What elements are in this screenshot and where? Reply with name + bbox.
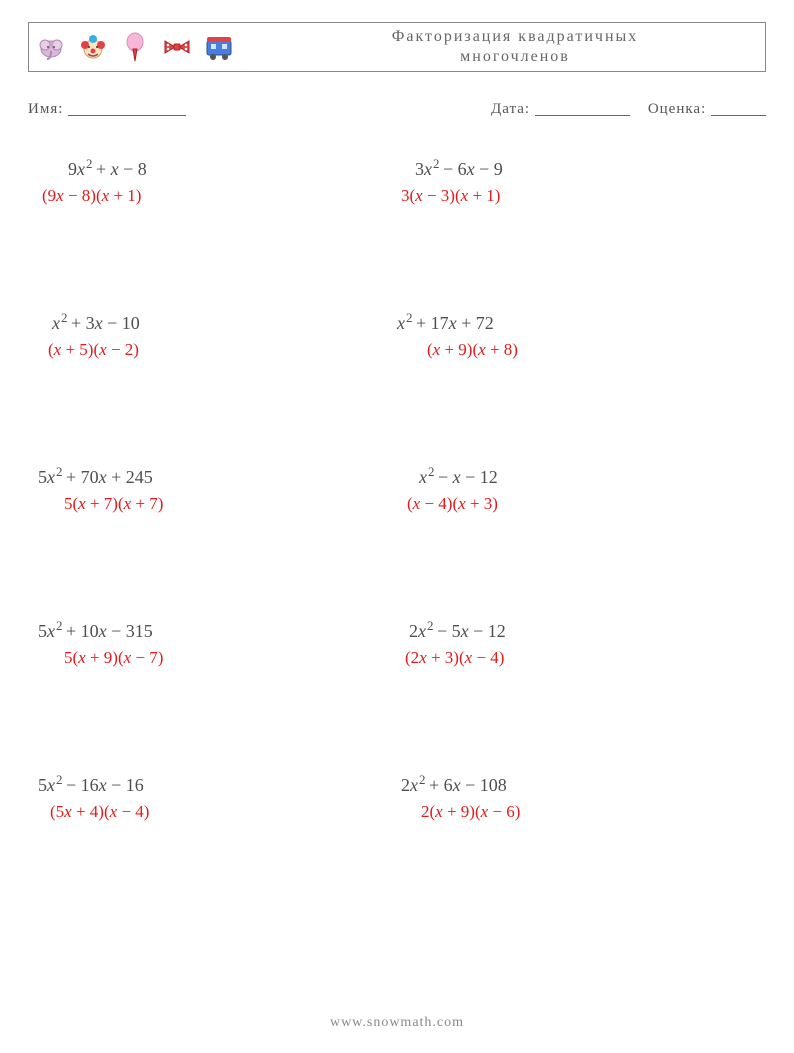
problem-row: 5x2 − 16x − 16 (5x + 4)(x − 4)2x2 + 6x − …	[38, 772, 756, 822]
problem-expression: x2 − x − 12	[397, 464, 756, 488]
problem-cell: x2 + 3x − 10 (x + 5)(x − 2)	[38, 310, 397, 360]
problem-expression: 5x2 − 16x − 16	[38, 772, 397, 796]
title-line-2: многочленов	[275, 47, 755, 67]
problem-expression: 9x2 + x − 8	[38, 156, 397, 180]
grade-blank[interactable]	[711, 101, 766, 116]
problem-answer: (5x + 4)(x − 4)	[38, 802, 397, 822]
elephant-icon	[35, 31, 67, 63]
problem-expression: 3x2 − 6x − 9	[397, 156, 756, 180]
problem-row: 9x2 + x − 8 (9x − 8)(x + 1)3x2 − 6x − 9 3(…	[38, 156, 756, 206]
problem-cell: 5x2 − 16x − 16 (5x + 4)(x − 4)	[38, 772, 397, 822]
problem-answer: (x − 4)(x + 3)	[397, 494, 756, 514]
problem-expression: x2 + 17x + 72	[397, 310, 756, 334]
problem-cell: 5x2 + 10x − 315 5(x + 9)(x − 7)	[38, 618, 397, 668]
problem-expression: 2x2 + 6x − 108	[397, 772, 756, 796]
header-icons	[35, 31, 235, 63]
problem-answer: 5(x + 7)(x + 7)	[38, 494, 397, 514]
meta-row: Имя: Дата: Оценка:	[28, 98, 766, 118]
problem-cell: 2x2 + 6x − 108 2(x + 9)(x − 6)	[397, 772, 756, 822]
cotton-candy-icon	[119, 31, 151, 63]
problem-cell: x2 + 17x + 72 (x + 9)(x + 8)	[397, 310, 756, 360]
worksheet-header: Факторизация квадратичных многочленов	[28, 22, 766, 72]
problems-grid: 9x2 + x − 8 (9x − 8)(x + 1)3x2 − 6x − 9 3(…	[28, 156, 766, 822]
problem-cell: 2x2 − 5x − 12 (2x + 3)(x − 4)	[397, 618, 756, 668]
problem-answer: (9x − 8)(x + 1)	[38, 186, 397, 206]
date-blank[interactable]	[535, 101, 630, 116]
problem-cell: x2 − x − 12 (x − 4)(x + 3)	[397, 464, 756, 514]
title-line-1: Факторизация квадратичных	[275, 27, 755, 47]
problem-row: 5x2 + 10x − 315 5(x + 9)(x − 7)2x2 − 5x −…	[38, 618, 756, 668]
problem-answer: (x + 5)(x − 2)	[38, 340, 397, 360]
problem-row: x2 + 3x − 10 (x + 5)(x − 2)x2 + 17x + 72 (…	[38, 310, 756, 360]
problem-answer: 3(x − 3)(x + 1)	[397, 186, 756, 206]
problem-cell: 3x2 − 6x − 9 3(x − 3)(x + 1)	[397, 156, 756, 206]
problem-expression: 5x2 + 10x − 315	[38, 618, 397, 642]
clown-icon	[77, 31, 109, 63]
name-label: Имя:	[28, 101, 63, 117]
bowtie-icon	[161, 31, 193, 63]
problem-row: 5x2 + 70x + 245 5(x + 7)(x + 7)x2 − x − 1…	[38, 464, 756, 514]
problem-answer: 5(x + 9)(x − 7)	[38, 648, 397, 668]
grade-label: Оценка:	[648, 101, 706, 117]
problem-cell: 5x2 + 70x + 245 5(x + 7)(x + 7)	[38, 464, 397, 514]
problem-answer: (2x + 3)(x − 4)	[397, 648, 756, 668]
footer-link[interactable]: www.snowmath.com	[0, 1015, 794, 1031]
problem-expression: 2x2 − 5x − 12	[397, 618, 756, 642]
problem-expression: x2 + 3x − 10	[38, 310, 397, 334]
name-blank[interactable]	[68, 101, 186, 116]
date-label: Дата:	[491, 101, 530, 117]
problem-cell: 9x2 + x − 8 (9x − 8)(x + 1)	[38, 156, 397, 206]
train-icon	[203, 31, 235, 63]
problem-answer: (x + 9)(x + 8)	[397, 340, 756, 360]
worksheet-title: Факторизация квадратичных многочленов	[235, 27, 755, 67]
problem-answer: 2(x + 9)(x − 6)	[397, 802, 756, 822]
problem-expression: 5x2 + 70x + 245	[38, 464, 397, 488]
